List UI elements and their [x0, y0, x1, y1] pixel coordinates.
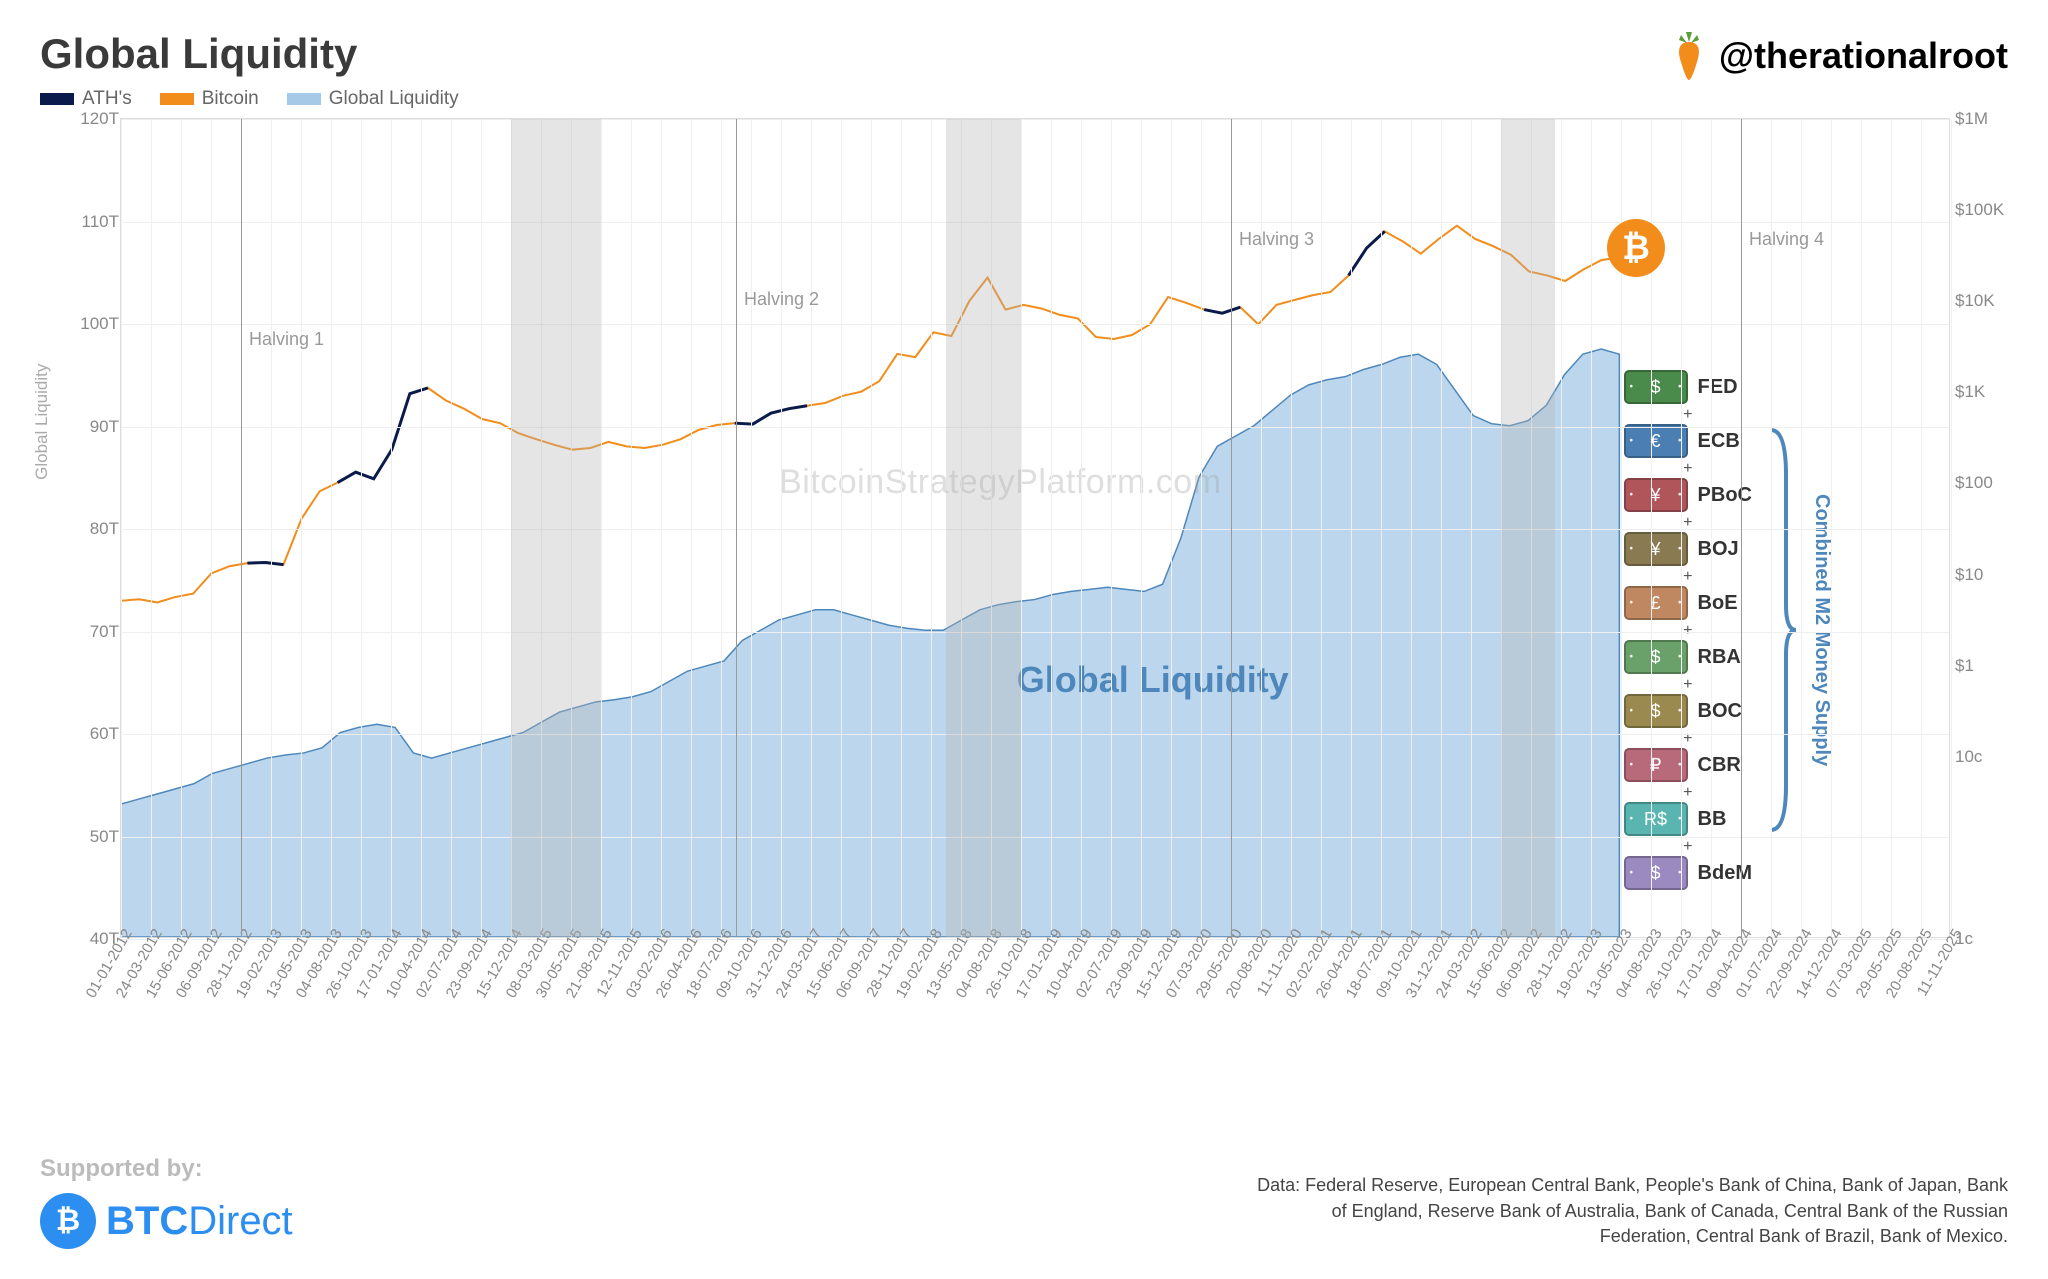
- bank-label: BoE: [1698, 592, 1738, 615]
- bank-row: £ BoE: [1624, 585, 1752, 621]
- halving-line: [241, 119, 242, 937]
- btcdirect-icon: ₿: [40, 1193, 96, 1249]
- plus-icon: +: [1624, 515, 1752, 529]
- y-right-tick: 10c: [1955, 747, 1982, 767]
- bank-label: BdeM: [1698, 862, 1752, 885]
- bank-badge-icon: $: [1624, 640, 1688, 674]
- y-left-tick: 50T: [90, 827, 119, 847]
- plus-icon: +: [1624, 623, 1752, 637]
- chart: Global Liquidity Price BitcoinStrategyPl…: [40, 118, 2008, 938]
- bank-row: R$BB: [1624, 801, 1752, 837]
- bank-row: ¥ PBoC: [1624, 477, 1752, 513]
- y-right-tick: $100: [1955, 473, 1993, 493]
- y-right-tick: $10K: [1955, 291, 1995, 311]
- carrot-icon: [1669, 30, 1709, 82]
- bank-label: BOJ: [1698, 538, 1739, 561]
- y-left-tick: 60T: [90, 724, 119, 744]
- supported-by-label: Supported by:: [40, 1155, 293, 1183]
- page-title: Global Liquidity: [40, 30, 459, 78]
- y-left-tick: 110T: [82, 212, 120, 232]
- bank-badge-icon: $: [1624, 856, 1688, 890]
- attribution-handle: @therationalroot: [1719, 35, 2008, 77]
- halving-label: Halving 3: [1239, 229, 1314, 250]
- bank-badge-icon: ₽: [1624, 748, 1688, 782]
- bank-row: $ BdeM: [1624, 855, 1752, 891]
- bank-label: CBR: [1698, 754, 1741, 777]
- legend-label: Bitcoin: [202, 88, 259, 110]
- bank-badge-icon: ¥: [1624, 532, 1688, 566]
- bank-row: $ BOC: [1624, 693, 1752, 729]
- halving-line: [1741, 119, 1742, 937]
- plus-icon: +: [1624, 407, 1752, 421]
- bank-label: RBA: [1698, 646, 1741, 669]
- y-right-tick: $1: [1955, 656, 1974, 676]
- plus-icon: +: [1624, 461, 1752, 475]
- halving-line: [1231, 119, 1232, 937]
- bank-badge-icon: €: [1624, 424, 1688, 458]
- data-source: Data: Federal Reserve, European Central …: [1248, 1173, 2008, 1249]
- legend-swatch: [160, 93, 194, 105]
- recession-shade: [511, 119, 601, 937]
- bank-badge-icon: R$: [1624, 802, 1688, 836]
- halving-line: [736, 119, 737, 937]
- bank-row: ₽ CBR: [1624, 747, 1752, 783]
- attribution: @therationalroot: [1669, 30, 2008, 82]
- bank-label: BOC: [1698, 700, 1742, 723]
- sponsor-light: Direct: [188, 1199, 292, 1243]
- y-left-tick: 120T: [80, 109, 119, 129]
- legend-label: ATH's: [82, 88, 132, 110]
- y-left-tick: 80T: [90, 519, 119, 539]
- legend-item: ATH's: [40, 88, 132, 110]
- legend-swatch: [40, 93, 74, 105]
- sponsor-bold: BTC: [106, 1199, 188, 1243]
- plus-icon: +: [1624, 677, 1752, 691]
- bank-badge-icon: $: [1624, 694, 1688, 728]
- bank-badge-icon: ¥: [1624, 478, 1688, 512]
- y-right-tick: $100K: [1955, 200, 2004, 220]
- y-left-tick: 90T: [90, 417, 119, 437]
- y-right-tick: $1K: [1955, 382, 1985, 402]
- y-left-tick: 70T: [90, 622, 119, 642]
- plus-icon: +: [1624, 785, 1752, 799]
- halving-label: Halving 1: [249, 329, 324, 350]
- plot-area: BitcoinStrategyPlatform.com Global Liqui…: [120, 118, 1950, 938]
- footer: Supported by: ₿ BTCDirect Data: Federal …: [40, 1155, 2008, 1249]
- y-left-tick: 100T: [80, 314, 119, 334]
- recession-shade: [1501, 119, 1555, 937]
- bank-row: $ RBA: [1624, 639, 1752, 675]
- legend: ATH's Bitcoin Global Liquidity: [40, 88, 459, 110]
- central-bank-list: $ FED + € ECB + ¥ PBoC + ¥ BOJ + £ BoE + $ RBA + $ BOC + ₽ CBR…: [1624, 369, 1879, 891]
- m2-label: Combined M2 Money Supply: [1810, 494, 1833, 766]
- y-right-tick: $1M: [1955, 109, 1988, 129]
- bank-badge-icon: £: [1624, 586, 1688, 620]
- bank-label: PBoC: [1698, 484, 1752, 507]
- plus-icon: +: [1624, 569, 1752, 583]
- sponsor-logo: ₿ BTCDirect: [40, 1193, 293, 1249]
- header: Global Liquidity ATH's Bitcoin Global Liqu…: [40, 30, 2008, 118]
- bank-row: € ECB: [1624, 423, 1752, 459]
- bank-row: $ FED: [1624, 369, 1752, 405]
- bank-label: ECB: [1698, 430, 1740, 453]
- y-right-tick: $10: [1955, 565, 1983, 585]
- plus-icon: +: [1624, 839, 1752, 853]
- legend-label: Global Liquidity: [329, 88, 459, 110]
- recession-shade: [946, 119, 1021, 937]
- y-left-axis-label: Global Liquidity: [32, 364, 52, 480]
- sponsor-block: Supported by: ₿ BTCDirect: [40, 1155, 293, 1249]
- legend-swatch: [287, 93, 321, 105]
- bitcoin-icon: ₿: [1607, 219, 1665, 277]
- halving-label: Halving 2: [744, 289, 819, 310]
- legend-item: Global Liquidity: [287, 88, 459, 110]
- halving-label: Halving 4: [1749, 229, 1824, 250]
- legend-item: Bitcoin: [160, 88, 259, 110]
- bank-badge-icon: $: [1624, 370, 1688, 404]
- liquidity-caption: Global Liquidity: [1017, 659, 1289, 701]
- bank-label: FED: [1698, 376, 1738, 399]
- bank-row: ¥ BOJ: [1624, 531, 1752, 567]
